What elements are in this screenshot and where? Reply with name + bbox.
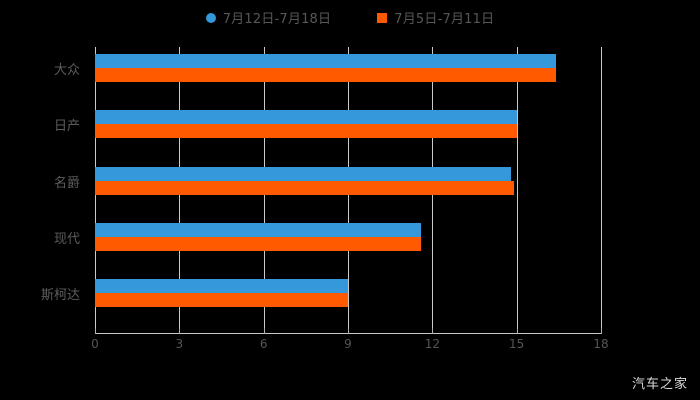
legend-item-series-0[interactable]: 7月12日-7月18日 bbox=[205, 8, 332, 27]
legend-marker-circle-icon bbox=[205, 12, 216, 23]
bar-segment[interactable] bbox=[95, 166, 512, 181]
bar-segment[interactable] bbox=[95, 68, 557, 83]
x-tick-6 bbox=[263, 328, 265, 334]
x-tick-label-15: 15 bbox=[509, 337, 525, 351]
bar-segment[interactable] bbox=[95, 124, 517, 139]
x-tick-0 bbox=[95, 328, 96, 334]
x-tick-label-6: 6 bbox=[259, 337, 268, 351]
x-tick-label-0: 0 bbox=[91, 337, 99, 351]
category-label: 现代 bbox=[53, 231, 80, 247]
legend-label-series-0: 7月12日-7月18日 bbox=[222, 12, 332, 27]
x-tick-9 bbox=[348, 328, 349, 334]
bar-segment[interactable] bbox=[95, 54, 557, 69]
category-label: 斯柯达 bbox=[40, 287, 80, 303]
category-label: 日产 bbox=[53, 119, 80, 135]
x-tick-12 bbox=[432, 328, 434, 334]
bar-segment[interactable] bbox=[95, 292, 348, 307]
watermark: 汽车之家 bbox=[631, 377, 688, 392]
legend-label-series-1: 7月5日-7月11日 bbox=[394, 12, 495, 27]
legend-marker-square-icon bbox=[377, 12, 388, 23]
x-tick-label-12: 12 bbox=[424, 337, 440, 351]
category-label: 大众 bbox=[53, 63, 80, 79]
bar-segment[interactable] bbox=[95, 110, 517, 125]
gridline-18 bbox=[601, 47, 602, 328]
x-tick-label-18: 18 bbox=[593, 337, 609, 351]
x-tick-3 bbox=[179, 328, 181, 334]
legend-item-series-1[interactable]: 7月5日-7月11日 bbox=[377, 8, 494, 27]
chart-legend: 7月12日-7月18日 7月5日-7月11日 bbox=[0, 8, 700, 27]
category-label: 名爵 bbox=[53, 175, 80, 191]
bar-segment[interactable] bbox=[95, 236, 422, 251]
x-tick-label-9: 9 bbox=[344, 337, 352, 351]
x-tick-label-3: 3 bbox=[175, 337, 184, 351]
bar-segment[interactable] bbox=[95, 222, 422, 237]
gridline-15 bbox=[516, 47, 518, 328]
x-tick-18 bbox=[601, 328, 602, 334]
x-tick-15 bbox=[516, 328, 518, 334]
bar-segment[interactable] bbox=[95, 278, 348, 293]
bar-segment[interactable] bbox=[95, 180, 514, 195]
